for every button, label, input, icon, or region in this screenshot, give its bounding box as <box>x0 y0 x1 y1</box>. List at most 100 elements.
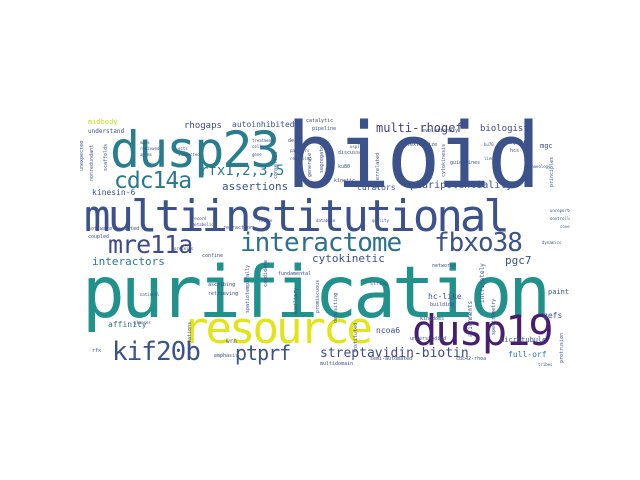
word-intricately: intricately <box>479 263 486 303</box>
word-future: future <box>258 218 273 223</box>
word-resource: resource <box>182 303 373 354</box>
word-emphasis: emphasis <box>214 353 239 359</box>
word-gene: gene <box>252 152 262 157</box>
word-future: dynamics <box>542 240 562 245</box>
word-controlled: controlled <box>550 216 570 221</box>
word-usp7: usp7 <box>350 144 360 149</box>
word-rfx: rfx <box>92 348 102 354</box>
word-national: national <box>140 292 160 297</box>
word-database: database <box>316 218 336 223</box>
word-ects: ects <box>178 146 188 151</box>
word-rhogaps: rhogaps <box>184 121 222 131</box>
word-lines: lines <box>484 156 497 161</box>
word-ncoa6: ncoa6 <box>376 326 401 335</box>
word-semi-automated: semi-automated <box>370 356 413 362</box>
word-autoinhibited: autoinhibited <box>232 120 295 129</box>
word-candidate: candidate <box>263 259 269 287</box>
word-interrelated: interrelated <box>375 152 381 189</box>
word-depositing: depositing <box>333 292 339 323</box>
word-paint: paint <box>548 288 570 296</box>
word-fbxo38: fbxo38 <box>434 228 523 258</box>
word-revealing: revealing <box>290 156 312 161</box>
word-ptprf: ptprf <box>235 341 291 365</box>
word-segregate: segregate <box>319 145 325 173</box>
word-deaf: deaf <box>288 138 301 144</box>
word-bioid: bioid <box>286 117 541 209</box>
word-instituted: instituted <box>353 322 359 353</box>
word-interactome: interactome <box>240 228 402 258</box>
word-rfx1235: rfx1,2,3,5 <box>200 163 285 179</box>
word-quality: quality <box>372 218 389 223</box>
word-coverage: coverage <box>560 224 570 229</box>
word-gefs: gefs <box>543 311 563 320</box>
word-curators: curators <box>357 183 396 192</box>
word-scaffolds: scaffolds <box>103 143 109 171</box>
word-coupled: coupled <box>88 234 110 240</box>
word-alignments: alignments <box>467 300 474 337</box>
word-retrieving: retrieving <box>208 291 239 297</box>
word-archaeology: archaeology <box>524 164 551 169</box>
word-guidelines: principles <box>549 156 555 187</box>
word-cells: cells <box>252 144 265 149</box>
word-treatment: treatment <box>252 138 274 143</box>
word-software-assisted: software-assisted <box>88 226 140 232</box>
word-retraction: retraction <box>223 225 254 231</box>
word-evolutionary: evolutionary <box>422 128 459 134</box>
word-conserved: conserved <box>273 151 279 179</box>
word-hcs: hcs <box>510 148 520 154</box>
word-multi-rhogef: multi-rhogef <box>376 121 463 135</box>
word-unexpected: unexpected <box>80 140 85 171</box>
word-interactors: interactors <box>92 255 165 268</box>
word-protrusion: protrusion <box>559 332 565 363</box>
word-streptavidin-biotin: streptavidin-biotin <box>320 346 469 361</box>
word-unreported: glances <box>134 320 151 325</box>
word-partners: partners <box>290 148 310 153</box>
word-ects: guidelines <box>450 160 481 166</box>
word-suspected: suspected <box>178 152 200 157</box>
word-spectrometry: spectrometry <box>491 298 497 335</box>
word-pipeline: pipeline <box>312 126 337 132</box>
word-understudied: understudied <box>410 336 447 342</box>
word-promiscuous: promiscuous <box>315 279 321 313</box>
word-networks: networks <box>432 263 457 269</box>
word-annotations: annotations <box>187 321 193 355</box>
word-cytokinesis: cytokinesis <box>441 143 447 177</box>
word-string: string <box>370 281 389 287</box>
word-confine: confine <box>202 253 224 259</box>
word-spatiotemporally: spatiotemporally <box>245 264 251 313</box>
word-assertions: assertions <box>222 180 289 193</box>
word-hc-like: hc-like <box>428 292 462 301</box>
word-archaeology: proteins <box>174 246 194 251</box>
word-biologist: biologist <box>480 124 529 134</box>
word-kinesin-6: kinesin-6 <box>92 188 136 197</box>
word-dusp23: dusp23 <box>110 121 281 179</box>
word-building: building <box>430 302 455 308</box>
word-midbody: midbody <box>88 118 118 126</box>
word-reviewed: reviewed <box>140 146 160 151</box>
word-pluripotentiality: pluripotentiality <box>410 180 513 191</box>
word-cdc42-rhoa: cdc42-rhoa <box>456 356 487 362</box>
word-expert: expert <box>508 140 527 146</box>
word-understand: understand <box>88 128 125 135</box>
word-ap-ms: ap-ms <box>140 152 153 157</box>
word-metabolic: metabolic <box>192 222 214 227</box>
word-cytokinetic: cytokinetic <box>312 252 385 265</box>
word-record: tribes <box>538 362 553 367</box>
word-catalytic: catalytic <box>306 118 334 124</box>
word-nonredundant: nonredundant <box>89 144 95 181</box>
word-mre11a: mre11a <box>108 230 193 259</box>
word-dusp19: dusp19 <box>412 306 554 355</box>
word-fundamental: fundamental <box>278 271 312 277</box>
word-purification: purification <box>82 251 551 334</box>
word-cloud: bioid purification multiinstitutional du… <box>80 117 570 370</box>
word-multiinstitutional: multiinstitutional <box>84 191 510 242</box>
word-metabolic: auxiliary <box>293 287 299 315</box>
word-discussed: discussed <box>338 150 366 156</box>
word-kingdoms: kingdoms <box>420 316 445 322</box>
word-key: key <box>350 138 358 143</box>
word-ku80: ku80 <box>338 164 351 170</box>
word-kif20b: kif20b <box>112 337 201 367</box>
word-affinity: affinity <box>108 320 147 329</box>
word-record: record <box>192 216 207 221</box>
word-contextualize: contextualize <box>398 142 438 148</box>
